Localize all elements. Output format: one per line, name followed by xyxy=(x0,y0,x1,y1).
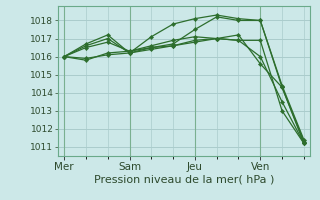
X-axis label: Pression niveau de la mer( hPa ): Pression niveau de la mer( hPa ) xyxy=(94,174,274,184)
